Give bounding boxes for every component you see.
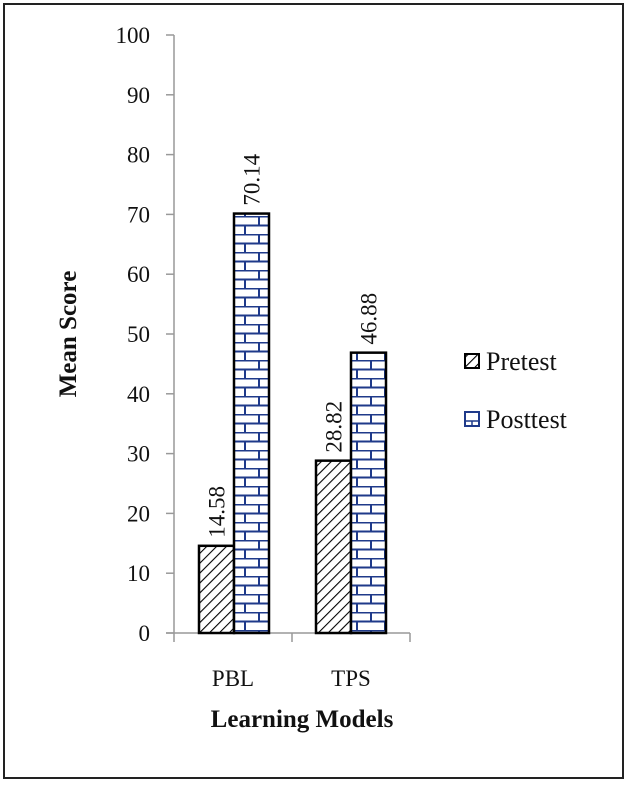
bars: 14.58 28.82 70.14 46.88 <box>197 153 388 635</box>
x-axis: PBL TPS <box>166 632 411 691</box>
data-label: 14.58 <box>205 486 230 538</box>
y-tick-label: 60 <box>127 262 150 287</box>
y-tick-label: 0 <box>139 621 151 646</box>
bar-pbl-pretest <box>197 544 236 635</box>
legend: Pretest Posttest <box>464 347 568 434</box>
y-tick-label: 50 <box>127 322 150 347</box>
bar-pbl-posttest <box>232 212 271 635</box>
y-tick-label: 100 <box>116 23 151 48</box>
y-tick-label: 90 <box>127 83 150 108</box>
legend-label-pretest: Pretest <box>486 347 558 376</box>
x-tick-pbl: PBL <box>212 666 254 691</box>
y-tick-label: 10 <box>127 561 150 586</box>
y-tick-label: 70 <box>127 202 150 227</box>
y-axis-title: Mean Score <box>55 271 82 398</box>
legend-item-posttest: Posttest <box>464 405 568 434</box>
x-tick-tps: TPS <box>331 666 371 691</box>
y-tick-label: 30 <box>127 442 150 467</box>
legend-item-pretest: Pretest <box>464 347 558 376</box>
y-tick-label: 40 <box>127 382 150 407</box>
pretest-swatch-icon <box>464 353 480 369</box>
chart-frame <box>3 3 624 779</box>
data-label: 70.14 <box>240 153 265 205</box>
x-axis-title: Learning Models <box>211 706 394 733</box>
bar-tps-posttest <box>349 351 388 635</box>
legend-label-posttest: Posttest <box>486 405 568 434</box>
y-tick-label: 20 <box>127 501 150 526</box>
y-axis: 0 10 20 30 40 50 60 70 80 90 100 <box>116 23 175 646</box>
data-label: 28.82 <box>322 401 347 453</box>
bar-tps-pretest <box>314 459 353 635</box>
y-tick-label: 80 <box>127 143 150 168</box>
posttest-swatch-icon <box>464 411 480 427</box>
data-label: 46.88 <box>357 293 382 345</box>
